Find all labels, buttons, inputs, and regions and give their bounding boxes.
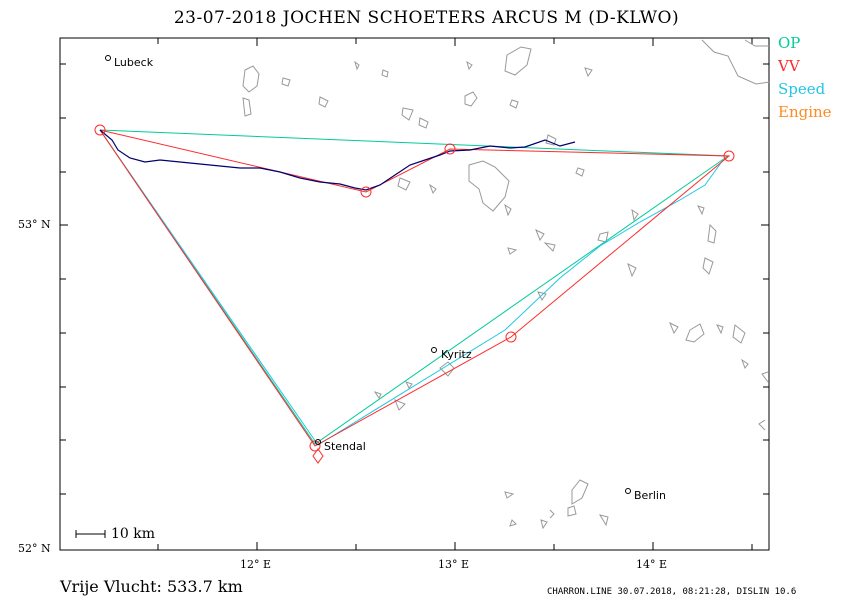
lake bbox=[504, 46, 532, 76]
map-title: 23-07-2018 JOCHEN SCHOETERS ARCUS M (D-K… bbox=[173, 8, 680, 28]
turnpoint-marker bbox=[309, 440, 321, 452]
lake bbox=[571, 479, 589, 505]
scale-bar-label: 10 km bbox=[111, 526, 156, 542]
lake bbox=[381, 69, 389, 78]
lake bbox=[504, 203, 512, 217]
scale-bar bbox=[75, 530, 106, 538]
lake bbox=[537, 291, 547, 301]
legend-op: OP bbox=[778, 34, 801, 52]
turnpoint-marker bbox=[360, 186, 372, 198]
lon-label-12: 12° E bbox=[240, 558, 272, 571]
city-dot bbox=[315, 439, 321, 445]
finish-marker bbox=[312, 448, 324, 464]
lake bbox=[631, 208, 639, 222]
lake bbox=[627, 263, 637, 278]
vv-route-line bbox=[99, 129, 731, 447]
lake bbox=[405, 381, 413, 389]
lake bbox=[504, 491, 515, 499]
lake bbox=[669, 321, 679, 335]
speed-track-line bbox=[99, 129, 724, 446]
lake bbox=[394, 399, 406, 411]
lake bbox=[242, 65, 260, 93]
lake bbox=[543, 242, 556, 252]
flight-track bbox=[99, 129, 576, 191]
lake bbox=[418, 117, 429, 129]
lake bbox=[401, 107, 414, 121]
lake bbox=[428, 183, 437, 195]
lake bbox=[540, 519, 548, 530]
lake bbox=[575, 167, 585, 177]
turnpoint-marker bbox=[444, 143, 456, 155]
lake bbox=[549, 509, 555, 519]
city-markers bbox=[105, 55, 631, 494]
coastline bbox=[701, 39, 771, 85]
op-route-line bbox=[99, 129, 730, 445]
lake bbox=[318, 96, 329, 108]
turnpoint-marker bbox=[94, 124, 106, 136]
lake bbox=[567, 505, 577, 517]
lake bbox=[507, 247, 518, 255]
lake bbox=[761, 371, 769, 383]
turnpoint-marker bbox=[505, 331, 517, 343]
city-label-kyritz: Kyritz bbox=[441, 348, 472, 361]
city-dot bbox=[431, 347, 437, 353]
lake bbox=[758, 419, 766, 431]
lat-label-52: 52° N bbox=[18, 542, 51, 555]
lat-ticks bbox=[60, 63, 769, 495]
lon-ticks bbox=[157, 38, 753, 550]
turnpoint-marker bbox=[723, 150, 735, 162]
lake bbox=[373, 391, 382, 399]
city-dot bbox=[105, 55, 111, 61]
lake bbox=[466, 60, 473, 71]
lake bbox=[354, 60, 360, 71]
lake bbox=[702, 257, 714, 275]
turnpoints bbox=[94, 124, 735, 464]
lon-label-13: 13° E bbox=[438, 558, 470, 571]
lake bbox=[740, 358, 749, 370]
map-frame bbox=[59, 37, 770, 551]
water-features bbox=[242, 39, 771, 530]
lake bbox=[716, 324, 724, 335]
lake bbox=[535, 228, 545, 242]
lake bbox=[584, 67, 593, 78]
lon-label-14: 14° E bbox=[636, 558, 668, 571]
lake bbox=[397, 177, 411, 191]
lake bbox=[707, 223, 717, 244]
lake bbox=[685, 323, 705, 343]
lake bbox=[242, 97, 252, 117]
legend-speed: Speed bbox=[778, 80, 826, 98]
coastline bbox=[744, 39, 769, 47]
city-label-berlin: Berlin bbox=[634, 489, 666, 502]
lake bbox=[468, 160, 510, 212]
city-label-lubeck: Lubeck bbox=[114, 56, 154, 69]
lake bbox=[732, 324, 746, 344]
lake bbox=[509, 99, 519, 109]
footer-info: CHARRON.LINE 30.07.2018, 08:21:28, DISLI… bbox=[547, 587, 797, 597]
lake bbox=[464, 91, 478, 107]
legend-vv: VV bbox=[778, 57, 800, 75]
lake bbox=[509, 519, 517, 527]
free-flight-distance: Vrije Vlucht: 533.7 km bbox=[60, 577, 243, 596]
legend-engine: Engine bbox=[778, 103, 832, 121]
lake bbox=[598, 514, 609, 527]
lake bbox=[281, 77, 291, 87]
city-label-stendal: Stendal bbox=[324, 440, 366, 453]
lake bbox=[697, 205, 705, 216]
city-dot bbox=[625, 488, 631, 494]
lat-label-53: 53° N bbox=[18, 218, 51, 231]
